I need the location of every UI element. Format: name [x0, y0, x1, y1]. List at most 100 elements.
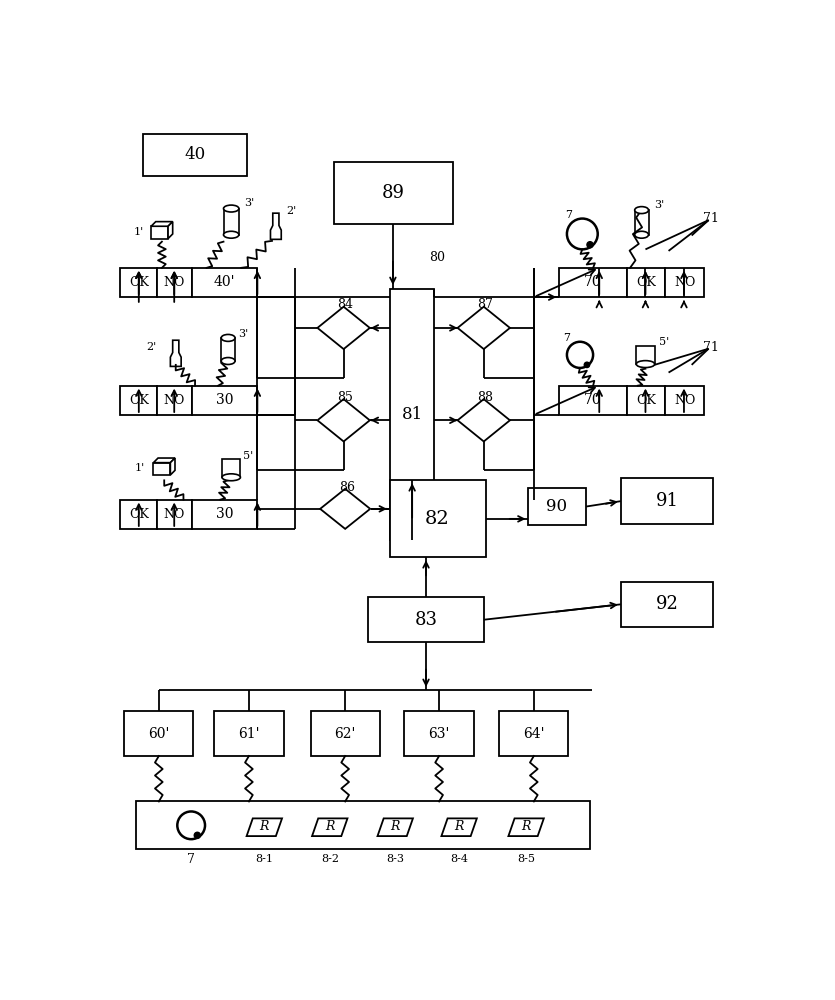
Text: NO: NO — [674, 276, 696, 289]
Bar — [157, 386, 192, 415]
Text: 5': 5' — [659, 337, 669, 347]
Text: 2': 2' — [146, 342, 156, 352]
Bar — [390, 480, 486, 557]
Ellipse shape — [635, 207, 649, 214]
Polygon shape — [168, 222, 173, 239]
Text: 30: 30 — [215, 393, 233, 407]
Bar — [120, 386, 157, 415]
Polygon shape — [320, 489, 370, 529]
Text: 3': 3' — [239, 329, 249, 339]
Bar — [390, 289, 434, 540]
Circle shape — [587, 242, 593, 248]
Text: OK: OK — [129, 276, 149, 289]
Ellipse shape — [221, 334, 235, 341]
Bar — [529, 488, 586, 525]
Bar — [157, 268, 192, 297]
Circle shape — [584, 362, 590, 368]
Text: R: R — [391, 820, 400, 833]
Text: 91: 91 — [655, 492, 679, 510]
Text: OK: OK — [129, 508, 149, 521]
Text: 70: 70 — [584, 275, 602, 289]
Ellipse shape — [635, 231, 649, 238]
Polygon shape — [442, 818, 477, 836]
Polygon shape — [458, 399, 510, 441]
Text: 86: 86 — [339, 481, 355, 494]
Polygon shape — [151, 222, 173, 226]
Bar — [136, 801, 590, 849]
Bar — [499, 711, 569, 756]
Bar — [620, 478, 713, 524]
Polygon shape — [458, 307, 510, 349]
Circle shape — [567, 219, 598, 249]
Text: 30: 30 — [215, 507, 233, 521]
Text: 81: 81 — [402, 406, 423, 423]
Text: 83: 83 — [414, 611, 438, 629]
Bar — [154, 463, 170, 475]
Text: 8-2: 8-2 — [321, 854, 339, 864]
Ellipse shape — [224, 231, 239, 238]
Bar — [120, 268, 157, 297]
Bar — [404, 711, 473, 756]
Text: 70: 70 — [584, 393, 602, 407]
Text: 84: 84 — [337, 298, 353, 311]
Text: NO: NO — [164, 394, 185, 407]
Text: 80: 80 — [429, 251, 446, 264]
Ellipse shape — [222, 474, 240, 481]
Text: 1': 1' — [134, 463, 145, 473]
Text: 85: 85 — [337, 391, 353, 404]
Bar — [635, 210, 649, 235]
Polygon shape — [246, 818, 282, 836]
Bar — [192, 268, 257, 297]
Text: 71: 71 — [703, 212, 719, 225]
Text: NO: NO — [164, 508, 185, 521]
Text: OK: OK — [636, 276, 656, 289]
Text: 8-4: 8-4 — [450, 854, 468, 864]
Bar — [215, 711, 284, 756]
Text: 7: 7 — [187, 853, 195, 866]
Text: R: R — [521, 820, 531, 833]
Text: 63': 63' — [428, 727, 450, 741]
Text: 60': 60' — [148, 727, 170, 741]
Text: 88: 88 — [478, 391, 493, 404]
Polygon shape — [317, 399, 370, 441]
Text: 8-1: 8-1 — [256, 854, 273, 864]
Text: NO: NO — [674, 394, 696, 407]
Bar — [222, 459, 240, 477]
Circle shape — [195, 832, 200, 838]
Text: 40: 40 — [185, 146, 205, 163]
Text: 3': 3' — [244, 198, 254, 208]
Text: 62': 62' — [335, 727, 356, 741]
Text: R: R — [325, 820, 335, 833]
Bar — [559, 386, 627, 415]
Text: OK: OK — [636, 394, 656, 407]
Bar — [157, 500, 192, 529]
Bar — [665, 268, 704, 297]
Text: 89: 89 — [382, 184, 404, 202]
Ellipse shape — [221, 358, 235, 364]
Circle shape — [177, 811, 205, 839]
Ellipse shape — [224, 205, 239, 212]
Text: 7: 7 — [564, 333, 570, 343]
Polygon shape — [154, 458, 175, 463]
Text: R: R — [260, 820, 269, 833]
Polygon shape — [509, 818, 544, 836]
Text: 71: 71 — [703, 341, 719, 354]
Polygon shape — [377, 818, 413, 836]
Text: 5': 5' — [243, 451, 253, 461]
Text: 64': 64' — [523, 727, 544, 741]
Text: R: R — [454, 820, 463, 833]
Text: 8-3: 8-3 — [387, 854, 404, 864]
Text: OK: OK — [129, 394, 149, 407]
Text: 8-5: 8-5 — [517, 854, 535, 864]
Text: NO: NO — [164, 276, 185, 289]
Text: 40': 40' — [214, 275, 235, 289]
Polygon shape — [317, 307, 370, 349]
Bar — [151, 226, 168, 239]
Bar — [192, 386, 257, 415]
Bar — [124, 711, 194, 756]
Bar — [334, 162, 453, 224]
Bar — [120, 500, 157, 529]
Polygon shape — [312, 818, 347, 836]
Polygon shape — [170, 340, 181, 366]
Bar — [192, 500, 257, 529]
